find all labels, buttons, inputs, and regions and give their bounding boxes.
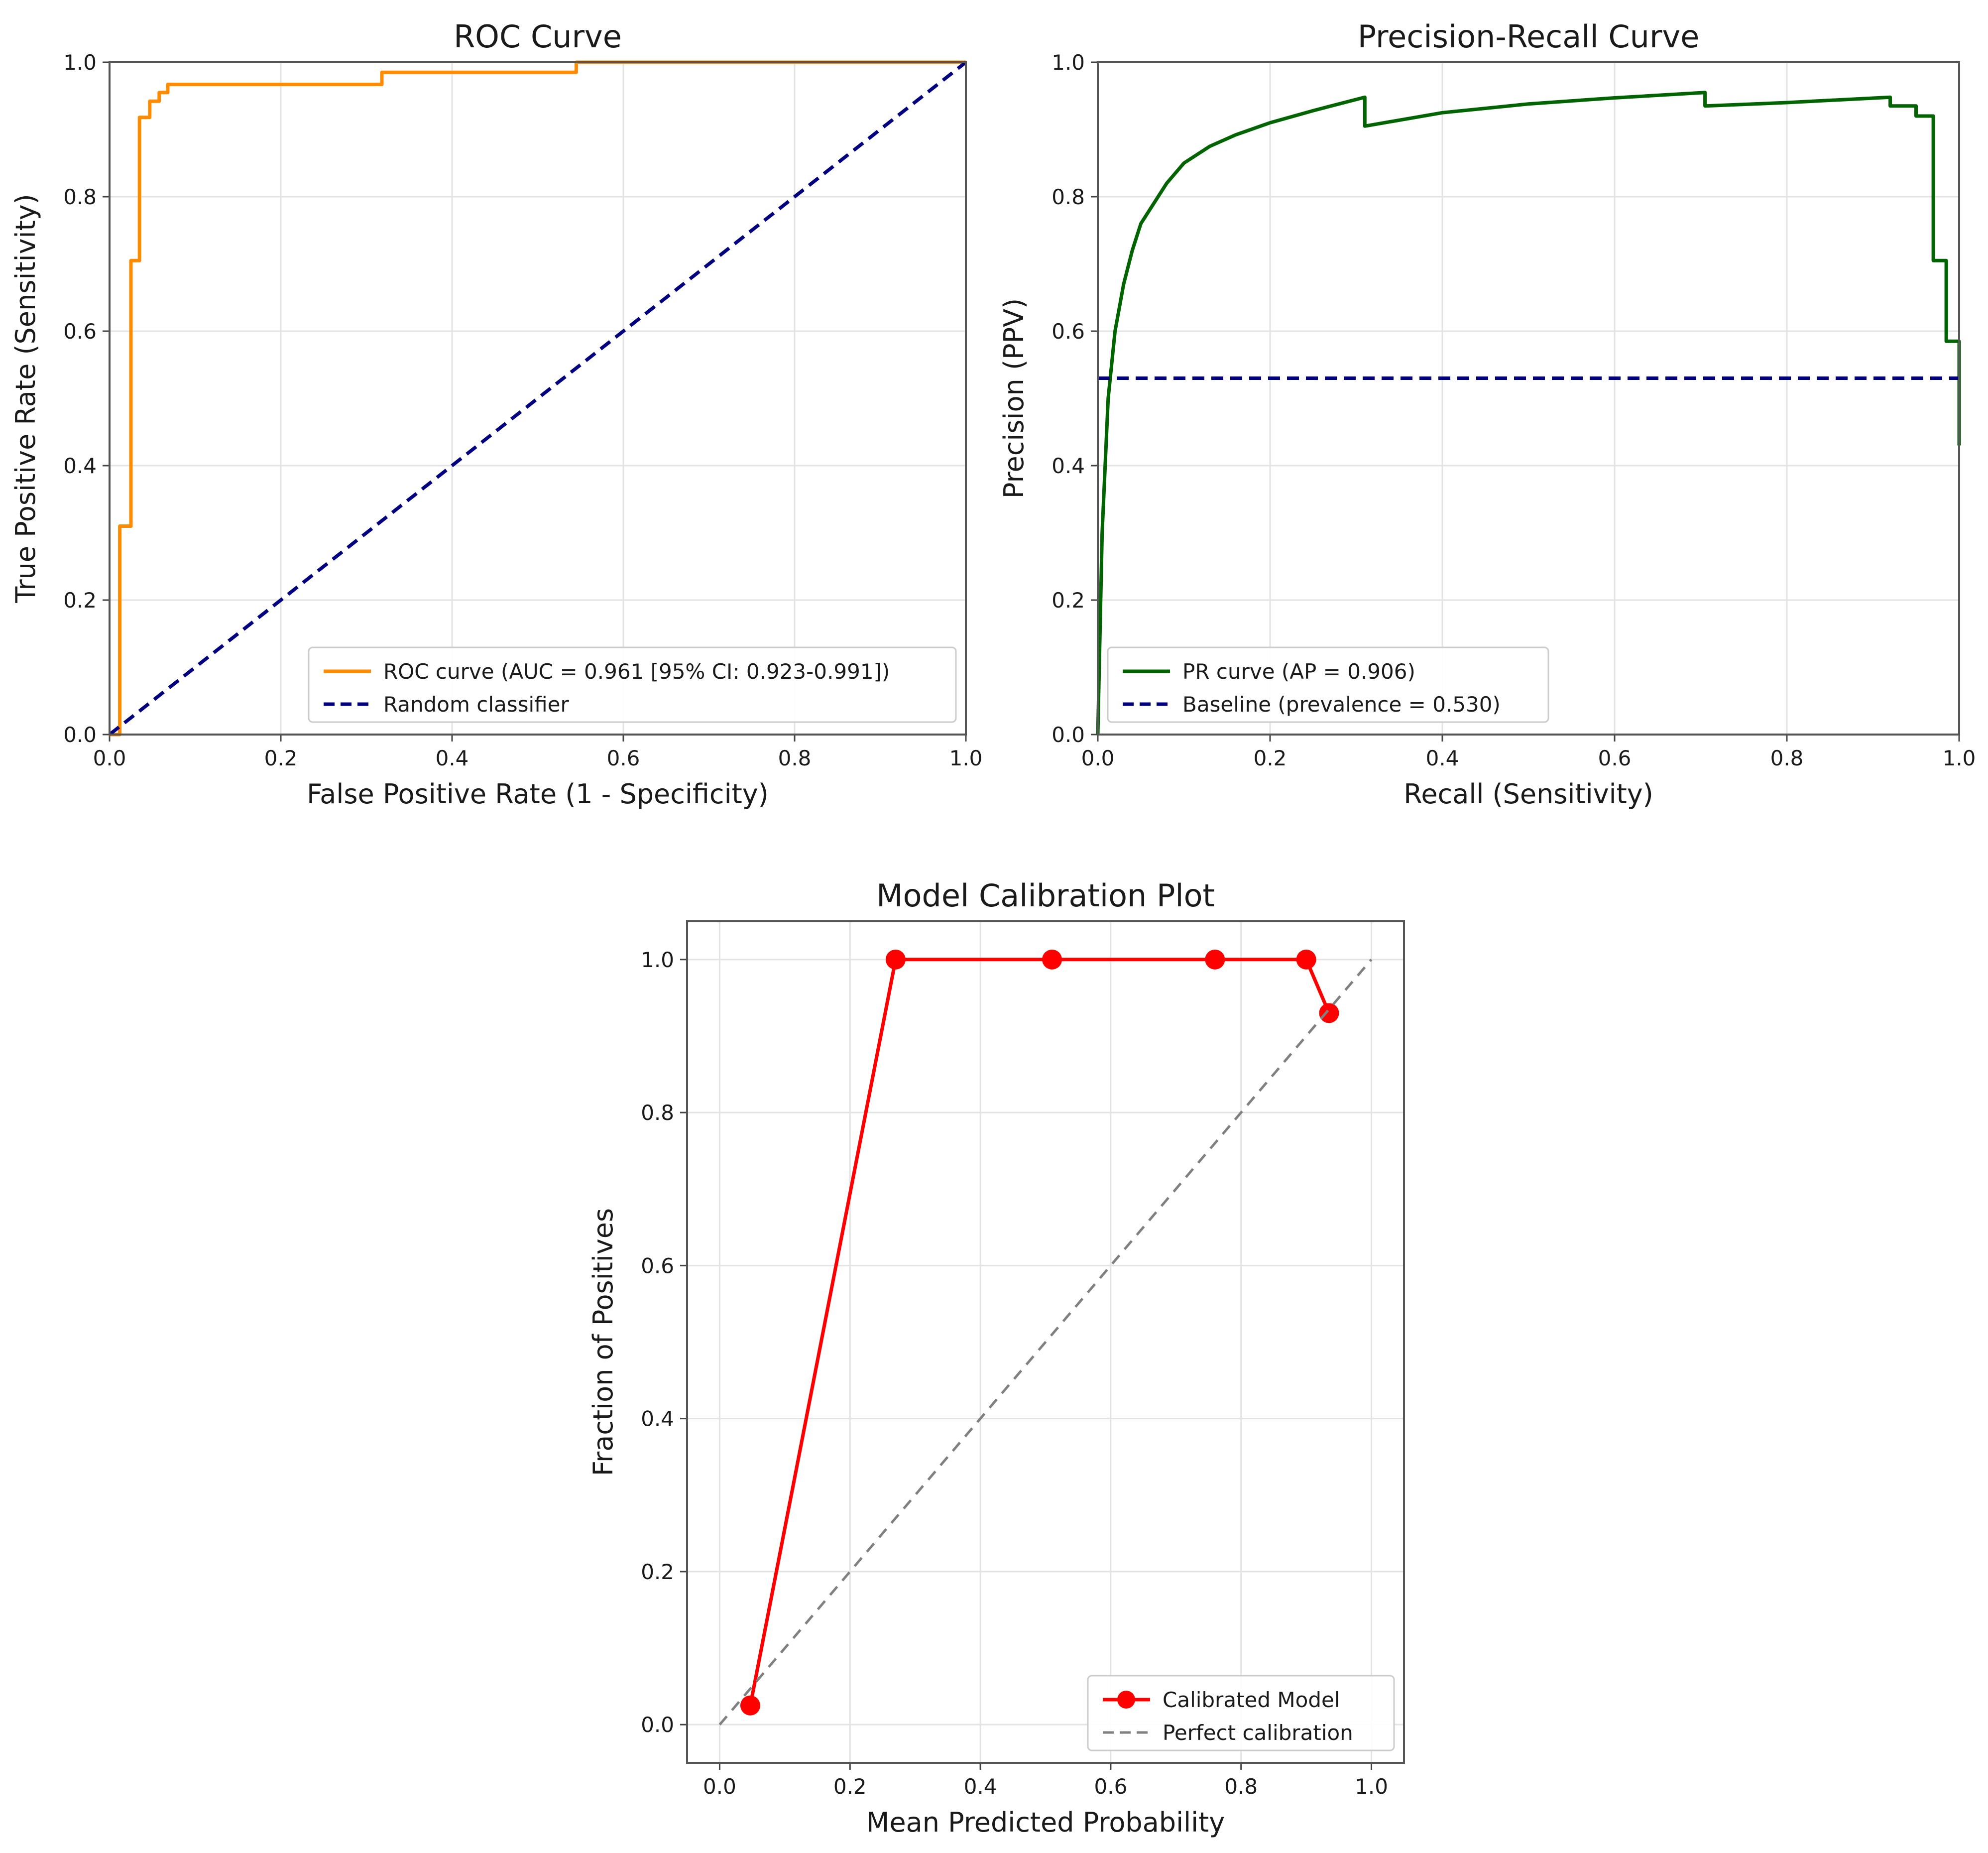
roc-x-tick-label: 1.0 — [949, 746, 983, 770]
roc-y-tick-label: 0.0 — [63, 723, 97, 747]
cal-y-tick-label: 0.2 — [641, 1560, 674, 1584]
pr-legend-label-0: PR curve (AP = 0.906) — [1182, 659, 1415, 684]
roc-y-tick-label: 0.8 — [63, 185, 97, 209]
cal-x-tick-label: 0.2 — [833, 1774, 867, 1799]
roc-chart: 0.0 0.2 0.4 0.6 0.8 1.0 0.0 0.2 0.4 0.6 0.8 1.0 ROC … — [10, 18, 982, 810]
roc-title: ROC Curve — [454, 18, 622, 55]
pr-title: Precision-Recall Curve — [1358, 18, 1700, 55]
cal-y-tick-label: 0.4 — [641, 1407, 674, 1431]
cal-legend-marker-0 — [1117, 1691, 1135, 1709]
pr-x-tick-label: 0.2 — [1254, 746, 1287, 770]
cal-y-tick-label: 1.0 — [641, 948, 674, 972]
roc-x-tick-label: 0.0 — [93, 746, 126, 770]
pr-x-tick-label: 0.6 — [1598, 746, 1632, 770]
cal-y-tick-label: 0.8 — [641, 1101, 674, 1125]
cal-axes-frame — [686, 920, 1405, 1764]
cal-x-tick-label: 0.0 — [703, 1774, 736, 1799]
cal-legend-label-0: Calibrated Model — [1163, 1688, 1340, 1712]
cal-series-0-point — [740, 1695, 760, 1716]
roc-axes-frame — [109, 61, 967, 736]
pr-y-axis-label: Precision (PPV) — [998, 298, 1030, 498]
cal-x-tick-label: 0.6 — [1094, 1774, 1128, 1799]
roc-x-axis-label: False Positive Rate (1 - Specificity) — [307, 778, 769, 810]
cal-series-0-point — [1296, 949, 1316, 970]
cal-y-tick-label: 0.0 — [641, 1713, 674, 1737]
roc-x-tick-label: 0.2 — [264, 746, 298, 770]
cal-y-tick-label: 0.6 — [641, 1253, 674, 1278]
roc-y-axis-label: True Positive Rate (Sensitivity) — [10, 194, 41, 603]
cal-y-axis-label: Fraction of Positives — [587, 1208, 619, 1476]
cal-series-0-point — [1319, 1003, 1339, 1023]
pr-y-tick-label: 0.6 — [1052, 319, 1085, 344]
pr-y-tick-label: 0.0 — [1052, 723, 1085, 747]
cal-series-0-point — [1042, 949, 1062, 970]
cal-legend-label-1: Perfect calibration — [1163, 1721, 1353, 1745]
cal-legend-box — [1087, 1675, 1395, 1751]
roc-x-tick-label: 0.4 — [436, 746, 469, 770]
pr-legend-label-1: Baseline (prevalence = 0.530) — [1182, 692, 1501, 717]
pr-x-axis-label: Recall (Sensitivity) — [1403, 778, 1653, 810]
pr-x-tick-label: 1.0 — [1943, 746, 1976, 770]
pr-series-0-line — [1096, 91, 1961, 735]
pr-y-tick-label: 0.8 — [1052, 185, 1085, 209]
cal-series-0-point — [885, 949, 906, 970]
pr-y-tick-label: 1.0 — [1052, 50, 1085, 75]
cal-x-tick-label: 0.8 — [1224, 1774, 1258, 1799]
pr-axes-frame — [1097, 61, 1960, 736]
pr-legend-box — [1107, 646, 1549, 723]
roc-legend-label-0: ROC curve (AUC = 0.961 [95% CI: 0.923-0.… — [383, 659, 890, 684]
pr-y-tick-label: 0.2 — [1052, 588, 1085, 613]
pr-chart: 0.0 0.2 0.4 0.6 0.8 1.0 0.0 0.2 0.4 0.6 0.8 1.0 Prec… — [998, 18, 1976, 810]
cal-series-1-line — [718, 959, 1373, 1726]
roc-y-tick-label: 0.2 — [63, 588, 97, 613]
roc-x-tick-label: 0.6 — [607, 746, 640, 770]
cal-x-tick-label: 1.0 — [1355, 1774, 1388, 1799]
cal-title: Model Calibration Plot — [876, 877, 1215, 914]
roc-legend-label-1: Random classifier — [383, 692, 569, 717]
roc-x-tick-label: 0.8 — [778, 746, 812, 770]
pr-plot-area — [1098, 62, 1959, 735]
pr-y-tick-label: 0.4 — [1052, 454, 1085, 478]
roc-y-tick-label: 0.4 — [63, 454, 97, 478]
cal-x-tick-label: 0.4 — [964, 1774, 997, 1799]
pr-x-tick-label: 0.0 — [1081, 746, 1115, 770]
pr-x-tick-label: 0.8 — [1770, 746, 1804, 770]
cal-series-0-point — [1205, 949, 1225, 970]
calibration-chart: 0.0 0.2 0.4 0.6 0.8 1.0 0.0 0.2 0.4 0.6 0.8 1.0 Mode… — [587, 877, 1405, 1838]
roc-legend-box — [308, 646, 957, 723]
pr-x-tick-label: 0.4 — [1426, 746, 1459, 770]
cal-x-axis-label: Mean Predicted Probability — [866, 1807, 1225, 1838]
roc-series-1-line — [108, 61, 967, 736]
roc-y-tick-label: 1.0 — [63, 50, 97, 75]
roc-y-tick-label: 0.6 — [63, 319, 97, 344]
roc-series-0-line — [110, 60, 966, 737]
